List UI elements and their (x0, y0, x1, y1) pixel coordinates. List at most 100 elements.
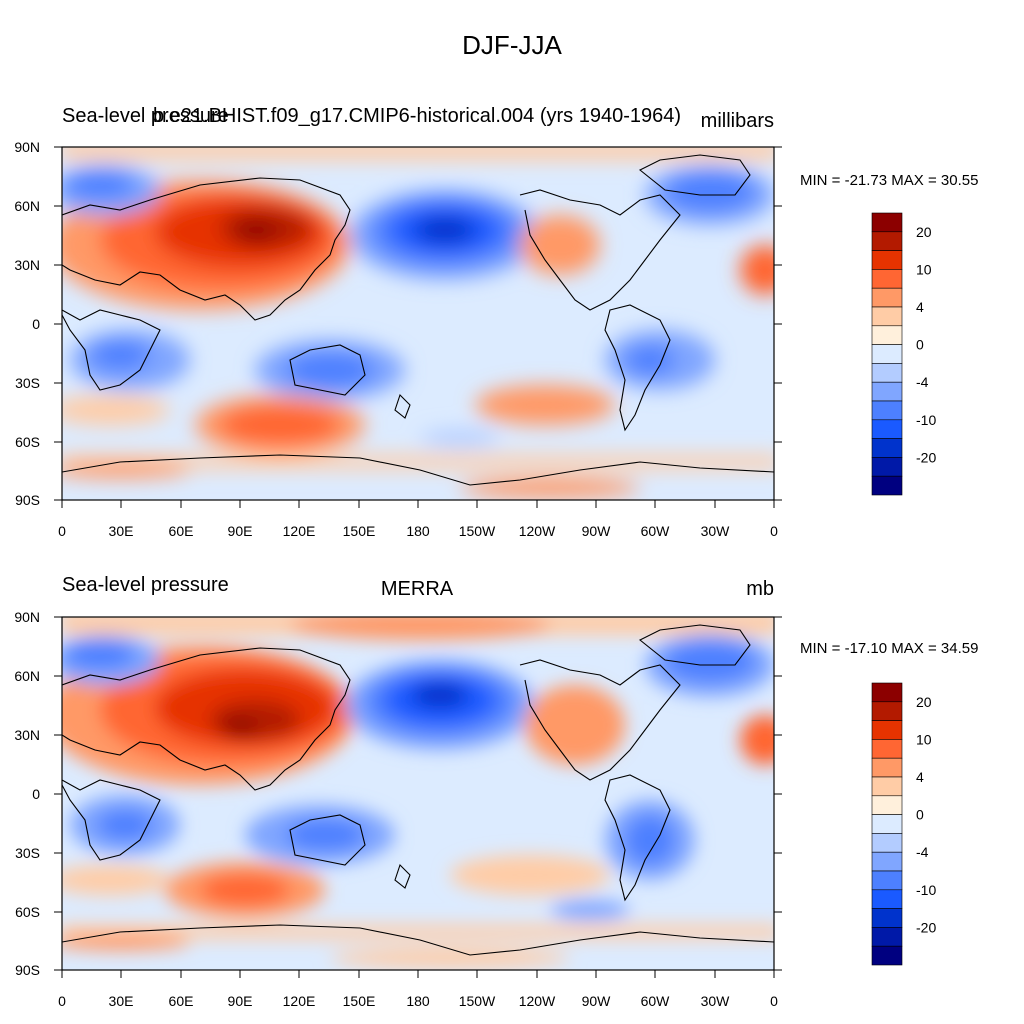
colorbar-swatch (871, 776, 903, 797)
colorbar-swatch (871, 870, 903, 891)
lon-tick-label: 180 (406, 523, 430, 539)
lat-tick-label: 30S (15, 845, 40, 861)
colorbar-swatch (871, 682, 903, 703)
panel-units: mb (746, 578, 774, 600)
lat-tick-label: 90N (14, 139, 40, 155)
colorbar-label: -4 (916, 844, 929, 860)
lon-tick-label: 60E (169, 523, 194, 539)
colorbar-swatch (871, 287, 903, 308)
colorbar-swatch (871, 945, 903, 966)
pressure-field (62, 617, 774, 968)
colorbar: 20 10 4 0 -4 -10 -20 (871, 682, 936, 966)
lon-tick-label: 60E (169, 993, 194, 1009)
colorbar-swatch (871, 833, 903, 853)
lon-tick-label: 0 (770, 523, 778, 539)
lon-tick-label: 150W (459, 523, 496, 539)
colorbar-swatch (871, 739, 903, 759)
colorbar-swatch (871, 851, 903, 872)
panel-units: millibars (700, 110, 774, 132)
colorbar-label: -10 (916, 882, 936, 898)
lat-tick-label: 60N (14, 198, 40, 214)
colorbar-swatch (871, 927, 903, 947)
colorbar-swatch (871, 889, 903, 909)
panel-left-title: Sea-level pressure (62, 105, 229, 127)
colorbar-swatch (871, 419, 903, 439)
colorbar-swatch (871, 344, 903, 364)
lon-tick-label: 30W (701, 523, 731, 539)
lon-tick-label: 60W (641, 993, 671, 1009)
colorbar-swatch (871, 720, 903, 740)
colorbar-label: -10 (916, 412, 936, 428)
lat-tick-label: 0 (32, 316, 40, 332)
panel-model: Sea-level pressure b.e21.BHIST.f09_g17.C… (14, 105, 979, 539)
colorbar-swatch (871, 212, 903, 233)
lat-tick-label: 60S (15, 904, 40, 920)
colorbar-swatch (871, 757, 903, 778)
lat-tick-label: 30N (14, 257, 40, 273)
lon-tick-label: 90W (582, 523, 612, 539)
lon-tick-label: 60W (641, 523, 671, 539)
colorbar-label: 0 (916, 807, 924, 823)
colorbar-swatch (871, 250, 903, 270)
panel-left-title: Sea-level pressure (62, 574, 229, 596)
lat-tick-label: 90S (15, 492, 40, 508)
lon-tick-label: 30E (109, 993, 134, 1009)
colorbar-label: 10 (916, 731, 932, 747)
lat-tick-label: 90N (14, 609, 40, 625)
lon-tick-label: 0 (58, 523, 66, 539)
lon-tick-label: 180 (406, 993, 430, 1009)
lon-tick-label: 120E (283, 523, 316, 539)
colorbar: 20 10 4 0 -4 -10 -20 (871, 212, 936, 496)
colorbar-label: 20 (916, 694, 932, 710)
colorbar-swatch (871, 381, 903, 402)
map-plot: 90N 60N 30N 0 30S 60S 90S 0 30E 60E 90E … (14, 139, 936, 539)
coastlines (62, 624, 774, 956)
colorbar-swatch (871, 231, 903, 251)
colorbar-label: 20 (916, 224, 932, 240)
panel-center-title: MERRA (380, 578, 454, 600)
lon-tick-label: 30E (109, 523, 134, 539)
lon-tick-label: 120W (519, 993, 556, 1009)
min-max-label: MIN = -17.10 MAX = 34.59 (800, 640, 979, 657)
lat-tick-label: 90S (15, 962, 40, 978)
lon-tick-label: 150W (459, 993, 496, 1009)
colorbar-label: 10 (916, 261, 932, 277)
panel-center-title: b.e21.BHIST.f09_g17.CMIP6-historical.004… (152, 105, 682, 127)
colorbar-label: 0 (916, 337, 924, 353)
lon-tick-label: 90W (582, 993, 612, 1009)
lon-tick-label: 0 (770, 993, 778, 1009)
colorbar-swatch (871, 269, 903, 289)
lat-ticks (54, 146, 782, 501)
colorbar-label: 4 (916, 769, 924, 785)
colorbar-swatch (871, 908, 903, 928)
figure-title: DJF-JJA (462, 30, 562, 60)
colorbar-label: -20 (916, 449, 936, 465)
colorbar-label: -4 (916, 374, 929, 390)
lon-tick-label: 120E (283, 993, 316, 1009)
lat-tick-label: 30N (14, 727, 40, 743)
lat-tick-label: 60S (15, 434, 40, 450)
lat-tick-label: 60N (14, 668, 40, 684)
colorbar-label: -20 (916, 919, 936, 935)
colorbar-swatch (871, 475, 903, 496)
lon-tick-label: 90E (228, 523, 253, 539)
lon-tick-label: 150E (343, 993, 376, 1009)
pressure-field (62, 147, 774, 498)
lat-tick-label: 0 (32, 786, 40, 802)
colorbar-swatch (871, 701, 903, 721)
colorbar-swatch (871, 400, 903, 421)
colorbar-swatch (871, 306, 903, 327)
lon-tick-label: 90E (228, 993, 253, 1009)
colorbar-swatch (871, 438, 903, 458)
lon-tick-label: 0 (58, 993, 66, 1009)
colorbar-swatch (871, 795, 903, 815)
lat-tick-label: 30S (15, 375, 40, 391)
coastlines (62, 154, 774, 486)
colorbar-swatch (871, 325, 903, 345)
colorbar-swatch (871, 814, 903, 834)
min-max-label: MIN = -21.73 MAX = 30.55 (800, 172, 979, 189)
lon-tick-label: 120W (519, 523, 556, 539)
map-plot: 90N 60N 30N 0 30S 60S 90S 0 30E 60E 90E … (14, 609, 936, 1009)
lon-tick-label: 150E (343, 523, 376, 539)
lon-tick-label: 30W (701, 993, 731, 1009)
